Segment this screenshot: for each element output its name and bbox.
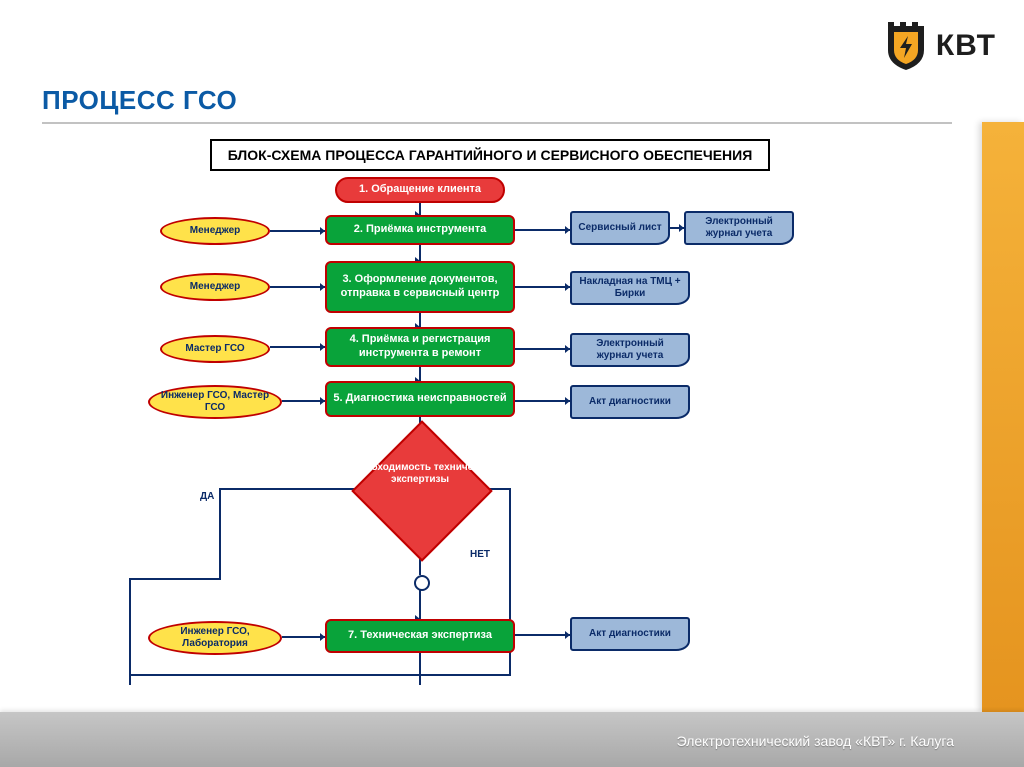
node-doc4: Электронный журнал учета — [570, 333, 690, 367]
node-p2: 2. Приёмка инструмента — [325, 215, 515, 245]
page-title: ПРОЦЕСС ГСО — [42, 85, 237, 116]
node-r2: Менеджер — [160, 217, 270, 245]
side-accent-bar — [982, 122, 1024, 712]
decision-label: 6.Необходимость технической экспертизы — [334, 462, 507, 486]
node-r4: Мастер ГСО — [160, 335, 270, 363]
flowchart-title: БЛОК-СХЕМА ПРОЦЕССА ГАРАНТИЙНОГО И СЕРВИ… — [210, 139, 770, 171]
title-underline — [42, 122, 952, 124]
node-p3: 3. Оформление документов, отправка в сер… — [325, 261, 515, 313]
node-start: 1. Обращение клиента — [335, 177, 505, 203]
edge-label-yes: ДА — [200, 491, 214, 502]
shield-icon — [884, 20, 928, 72]
node-p5: 5. Диагностика неисправностей — [325, 381, 515, 417]
node-doc7: Акт диагностики — [570, 617, 690, 651]
logo: КВТ — [884, 20, 996, 72]
edge-label-no: НЕТ — [470, 549, 490, 560]
node-p4: 4. Приёмка и регистрация инструмента в р… — [325, 327, 515, 367]
node-r5: Инженер ГСО, Мастер ГСО — [148, 385, 282, 419]
connector-circle — [414, 575, 430, 591]
node-doc3: Накладная на ТМЦ + Бирки — [570, 271, 690, 305]
flowchart: БЛОК-СХЕМА ПРОЦЕССА ГАРАНТИЙНОГО И СЕРВИ… — [70, 135, 950, 695]
page: ПРОЦЕСС ГСО КВТ БЛОК-СХЕМА ПРОЦЕССА ГАРА… — [0, 0, 1024, 767]
node-r7: Инженер ГСО, Лаборатория — [148, 621, 282, 655]
node-d6: 6.Необходимость технической экспертизы — [372, 441, 468, 537]
node-doc2b: Электронный журнал учета — [684, 211, 794, 245]
logo-text: КВТ — [936, 29, 996, 63]
footer-text: Электротехнический завод «КВТ» г. Калуга — [677, 733, 954, 749]
node-doc2a: Сервисный лист — [570, 211, 670, 245]
node-r3: Менеджер — [160, 273, 270, 301]
node-doc5: Акт диагностики — [570, 385, 690, 419]
node-p7: 7. Техническая экспертиза — [325, 619, 515, 653]
